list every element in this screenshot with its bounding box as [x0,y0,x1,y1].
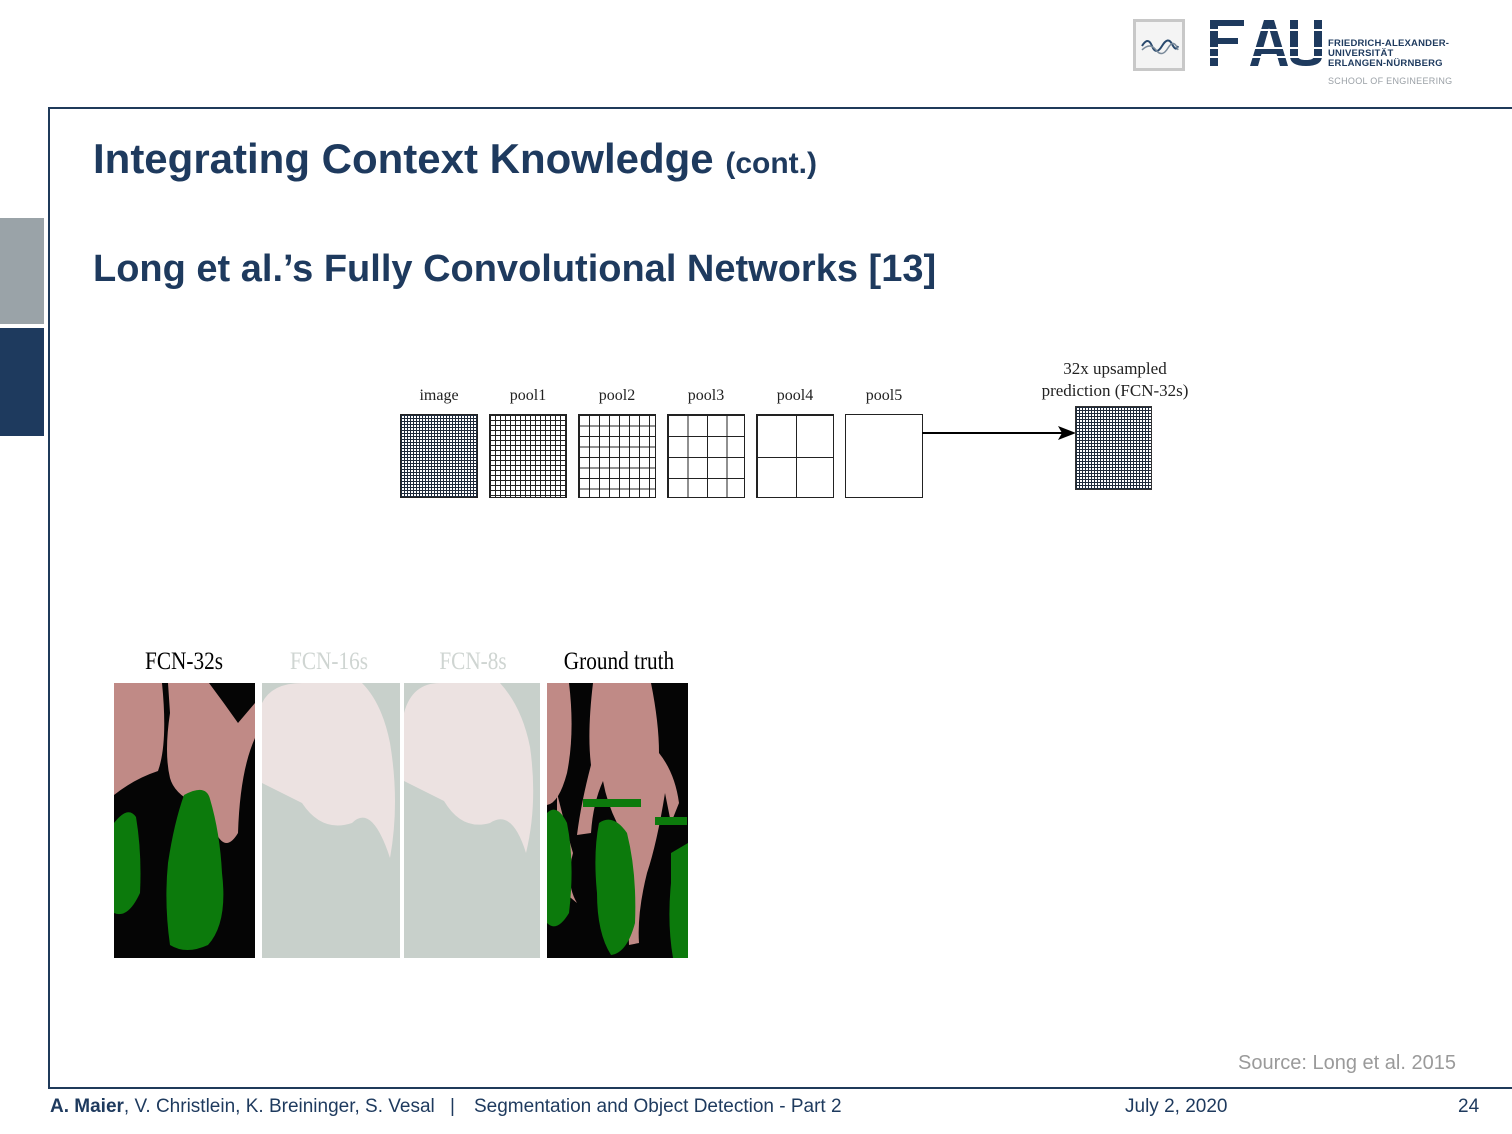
result-label-fcn16s: FCN-16s [290,648,368,675]
lab-seal-icon [1133,19,1185,71]
fcn16s-segmentation [262,683,400,958]
pool5-grid [845,414,923,498]
university-name-line1: FRIEDRICH-ALEXANDER- [1328,38,1450,49]
pool3-grid [667,414,745,498]
school-name: SCHOOL OF ENGINEERING [1328,76,1453,86]
pool2-grid [578,414,656,498]
footer-separator: | [450,1096,455,1117]
slide-title: Integrating Context Knowledge (cont.) [93,135,817,183]
layer-label: pool4 [776,387,814,404]
footer-lecture-title: Segmentation and Object Detection - Part… [474,1096,842,1117]
ground-truth-segmentation [547,683,688,958]
source-citation: Source: Long et al. 2015 [1238,1052,1456,1074]
layer-label: image [419,387,459,404]
pool1-grid [489,414,567,498]
prediction-grid [1075,406,1152,490]
fcn32s-segmentation [114,683,255,958]
result-label-fcn8s: FCN-8s [439,648,507,675]
footer-date: July 2, 2020 [1125,1096,1228,1117]
layer-label: pool5 [865,387,903,404]
section-tab-active [0,328,44,436]
slide-subtitle: Long et al.’s Fully Convolutional Networ… [93,248,937,290]
footer-authors: A. Maier, V. Christlein, K. Breininger, … [50,1096,435,1118]
result-label-ground-truth: Ground truth [563,648,675,675]
prediction-label-line2: prediction (FCN-32s) [1041,381,1189,400]
upsample-arrow [922,426,1076,440]
header-rule [48,107,1512,109]
footer-lead-author: A. Maier [50,1096,124,1117]
university-name-line3: ERLANGEN-NÜRNBERG [1328,58,1443,69]
layer-label: pool1 [509,387,547,404]
pool4-grid [756,414,834,498]
footer-rule [48,1087,1512,1089]
slide-title-suffix: (cont.) [725,147,817,180]
footer-page-number: 24 [1458,1096,1480,1117]
section-tab-inactive [0,218,44,324]
layer-label: pool3 [687,387,725,404]
result-label-fcn32s: FCN-32s [145,648,223,675]
university-name-line2: UNIVERSITÄT [1328,48,1394,59]
layer-label: pool2 [598,387,636,404]
prediction-label-line1: 32x upsampled [1063,359,1167,378]
fau-logo [1210,20,1322,75]
footer-other-authors: , V. Christlein, K. Breininger, S. Vesal [123,1096,435,1117]
left-rule [48,107,50,1087]
prediction-label: 32x upsampled prediction (FCN-32s) [1020,358,1210,402]
image-grid [400,414,478,498]
fcn8s-segmentation [404,683,540,958]
slide-title-text: Integrating Context Knowledge [93,135,714,182]
